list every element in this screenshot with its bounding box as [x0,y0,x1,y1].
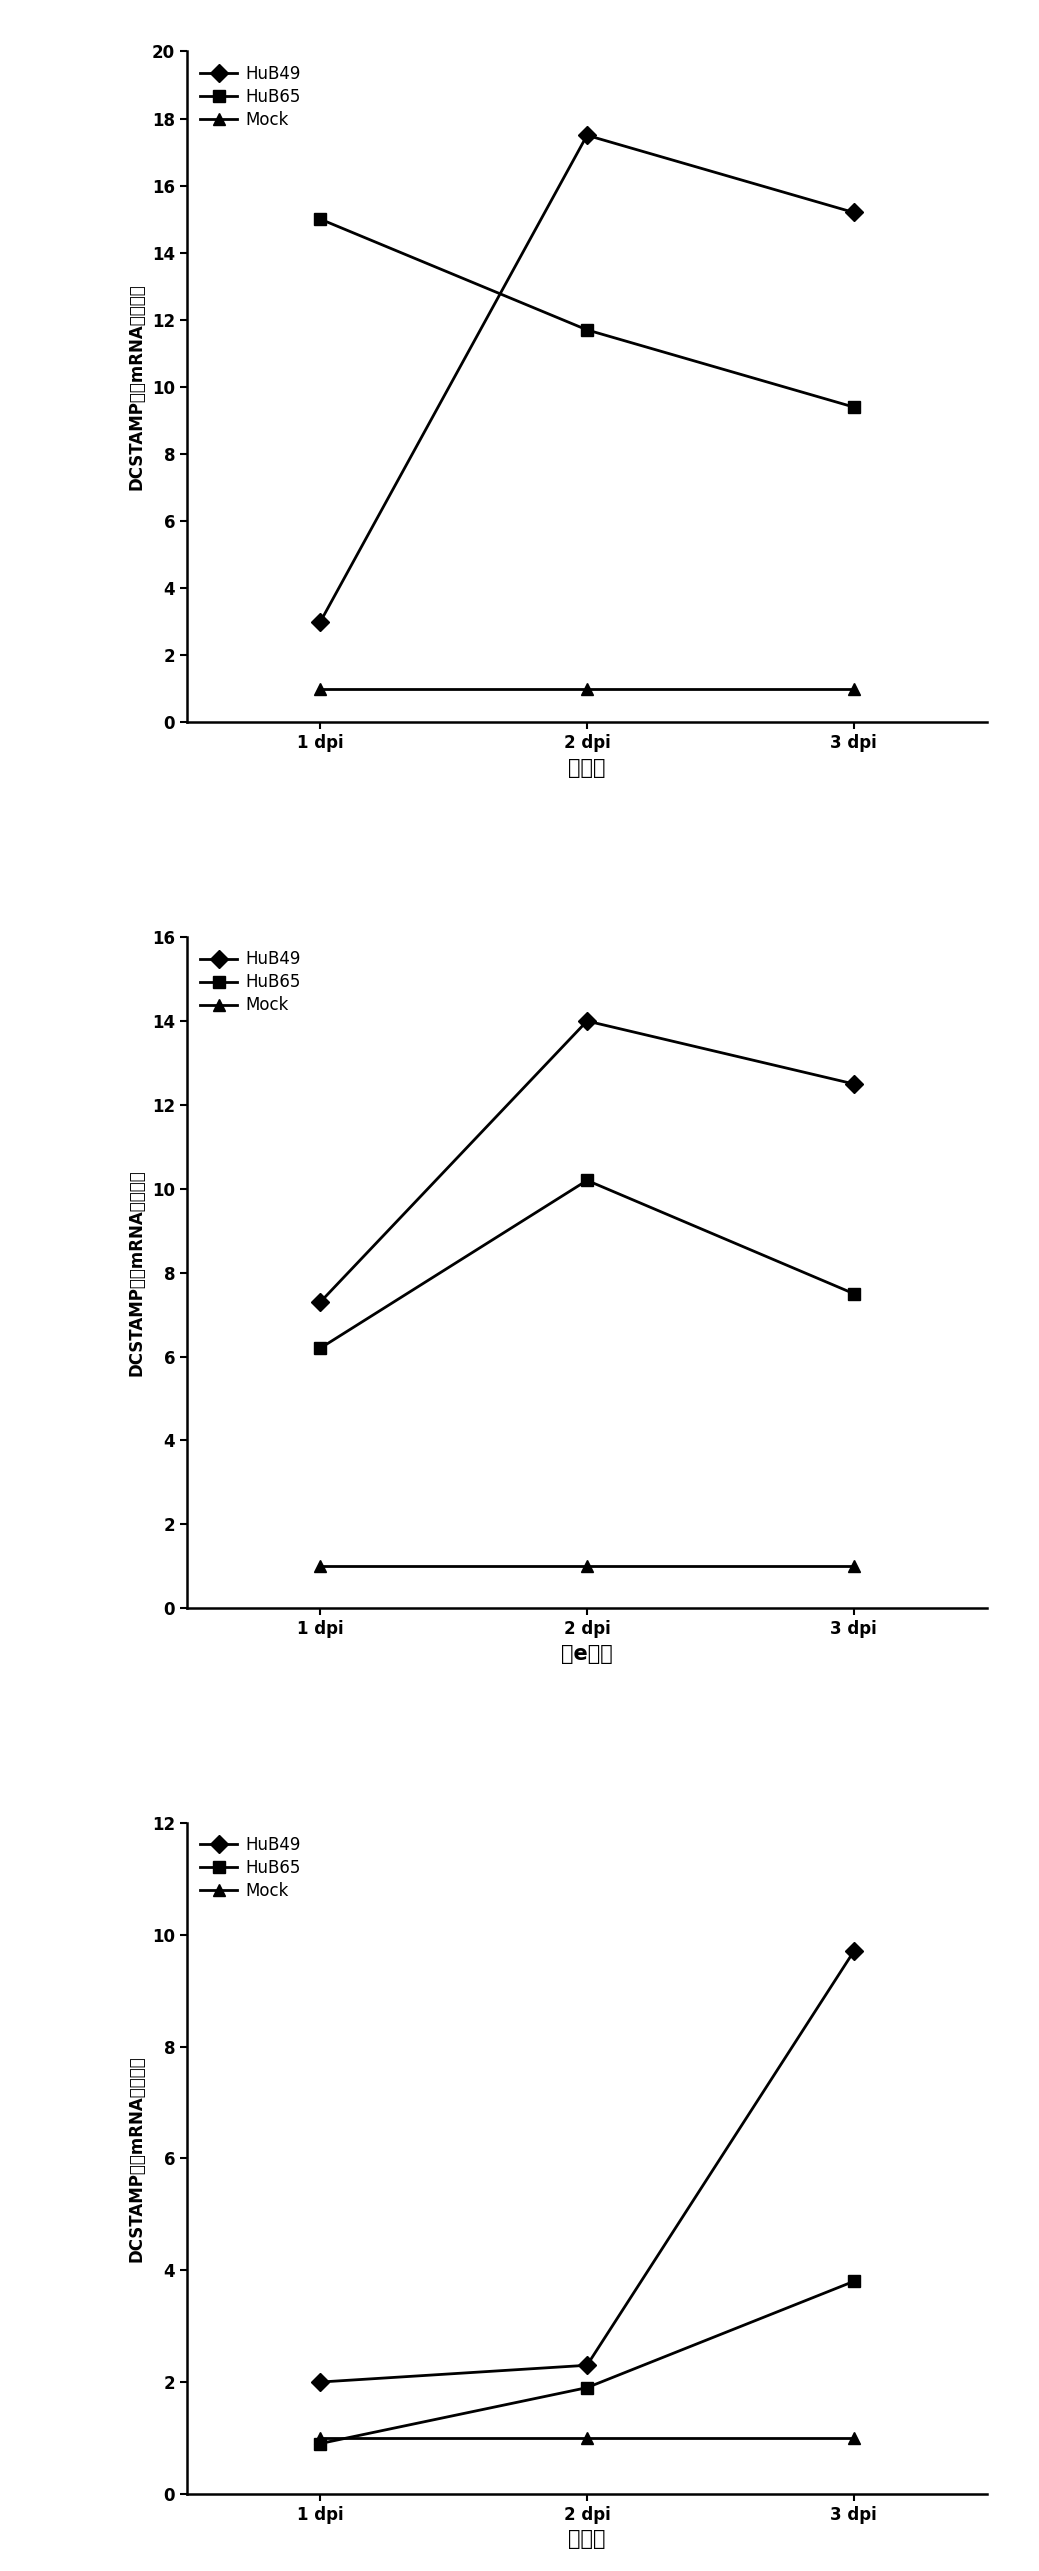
Y-axis label: DCSTAMP基因mRNA表达变化: DCSTAMP基因mRNA表达变化 [127,283,145,491]
Mock [581,674,593,704]
HuB49 [314,1286,326,1316]
Line: Mock: Mock [314,684,860,694]
HuB49 [314,2368,326,2399]
Mock [314,674,326,704]
Mock [581,2422,593,2453]
Line: HuB49: HuB49 [314,1016,860,1309]
HuB49 [581,121,593,152]
Y-axis label: DCSTAMP基因mRNA表达变化: DCSTAMP基因mRNA表达变化 [127,2054,145,2262]
Line: HuB65: HuB65 [314,1175,860,1355]
HuB49 [581,1005,593,1036]
Legend: HuB49, HuB65, Mock: HuB49, HuB65, Mock [195,1831,305,1905]
HuB49 [848,1070,860,1100]
Line: HuB49: HuB49 [314,1946,860,2388]
Y-axis label: DCSTAMP基因mRNA表达变化: DCSTAMP基因mRNA表达变化 [127,1170,145,1375]
HuB65 [848,2265,860,2296]
HuB49 [581,2350,593,2381]
X-axis label: 脑组织: 脑组织 [568,2530,606,2550]
Line: Mock: Mock [314,2432,860,2445]
X-axis label: 脾组织: 脾组织 [568,758,606,779]
HuB65 [581,1165,593,1196]
HuB65 [848,1278,860,1309]
Mock [848,2422,860,2453]
HuB65 [314,2427,326,2458]
Line: HuB65: HuB65 [314,2275,860,2450]
HuB65 [314,203,326,234]
Mock [314,1550,326,1581]
Line: HuB49: HuB49 [314,129,860,627]
HuB49 [848,1936,860,1967]
Mock [581,1550,593,1581]
HuB49 [314,607,326,638]
Line: HuB65: HuB65 [314,213,860,414]
Mock [848,1550,860,1581]
HuB65 [848,391,860,422]
HuB65 [314,1332,326,1363]
Legend: HuB49, HuB65, Mock: HuB49, HuB65, Mock [195,946,305,1021]
Line: Mock: Mock [314,1561,860,1573]
Mock [314,2422,326,2453]
HuB49 [848,198,860,229]
Mock [848,674,860,704]
X-axis label: 肺e组织: 肺e组织 [561,1643,613,1663]
HuB65 [581,2373,593,2404]
HuB65 [581,314,593,345]
Legend: HuB49, HuB65, Mock: HuB49, HuB65, Mock [195,59,305,134]
